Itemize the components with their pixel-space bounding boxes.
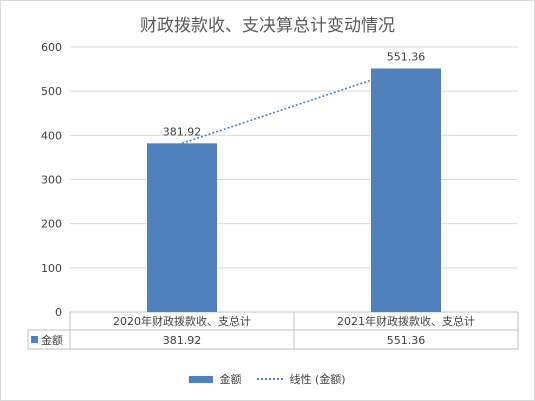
y-tick-label: 500: [41, 85, 62, 98]
legend-item-trendline: 线性 (金额): [257, 371, 346, 387]
chart-legend: 金额 线性 (金额): [0, 371, 535, 387]
legend-series-label: 金额: [219, 373, 242, 386]
y-tick-label: 600: [41, 41, 62, 54]
table-value: 381.92: [163, 334, 202, 347]
bar: [371, 68, 441, 312]
legend-item-series: 金额: [189, 371, 241, 387]
legend-trendline-label: 线性 (金额): [289, 373, 346, 386]
y-tick-label: 100: [41, 262, 62, 275]
table-value: 551.36: [387, 334, 426, 347]
trendline: [181, 67, 407, 145]
legend-bar-swatch: [189, 375, 214, 383]
chart-title: 财政拨款收、支决算总计变动情况: [140, 16, 395, 36]
table-legend-key: [31, 336, 38, 343]
table-row-label: 金额: [41, 333, 63, 347]
y-tick-label: 0: [55, 306, 62, 319]
y-tick-label: 300: [41, 174, 62, 187]
legend-line-swatch: [257, 378, 284, 380]
data-label: 381.92: [163, 125, 202, 138]
x-category-label: 2021年财政拨款收、支总计: [337, 314, 475, 328]
bar: [147, 143, 217, 312]
y-tick-label: 400: [41, 129, 62, 142]
x-category-label: 2020年财政拨款收、支总计: [113, 314, 251, 328]
data-label: 551.36: [387, 50, 426, 63]
y-tick-label: 200: [41, 218, 62, 231]
